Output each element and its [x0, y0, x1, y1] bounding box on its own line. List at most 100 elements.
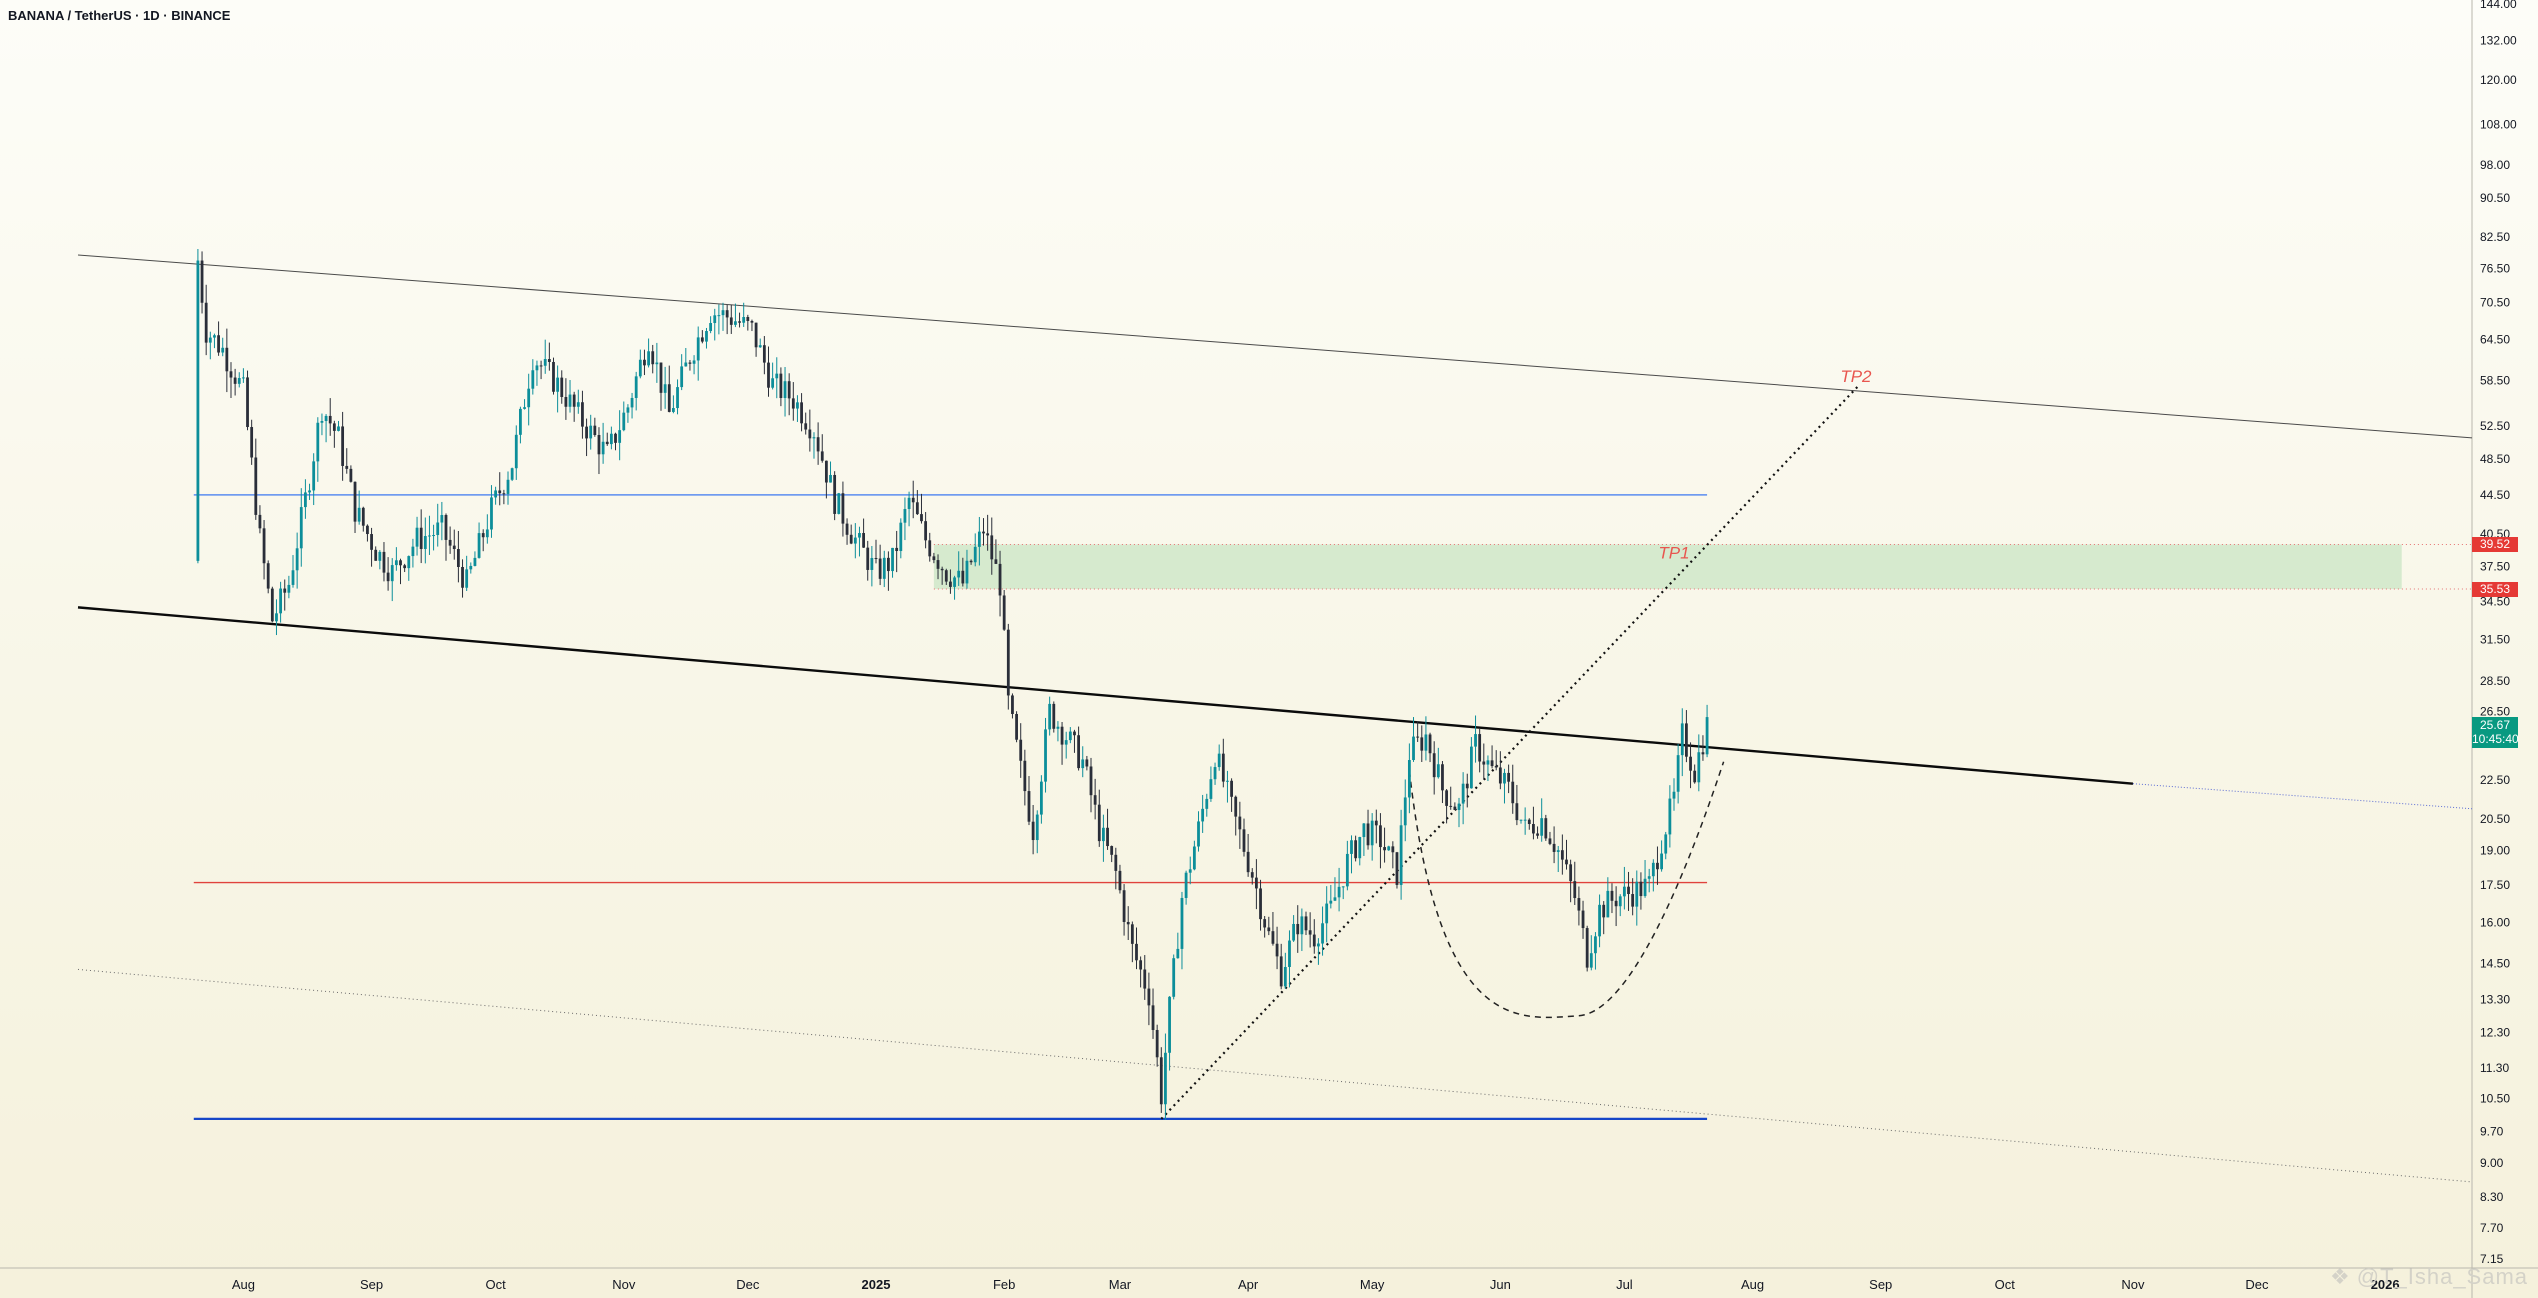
candle-body	[552, 361, 555, 392]
candle-body	[651, 351, 655, 365]
candle-body	[671, 408, 675, 412]
candle-body	[366, 525, 369, 535]
candle-body	[812, 437, 816, 439]
candle-body	[1581, 910, 1585, 929]
candle-body	[717, 315, 721, 317]
zone-high-tag: 39.52	[2472, 537, 2518, 553]
candle-body	[1288, 940, 1291, 967]
candle-body	[696, 337, 700, 361]
candle-body	[1337, 886, 1341, 898]
candle-body	[485, 529, 489, 538]
y-tick-label: 20.50	[2480, 812, 2510, 826]
candle-body	[618, 430, 622, 443]
candle-body	[473, 557, 477, 566]
neckline-extension	[2132, 783, 2473, 810]
candle-body	[196, 260, 200, 561]
y-tick-label: 10.50	[2480, 1092, 2510, 1106]
annotation-tp2: TP2	[1840, 367, 1872, 386]
x-tick-label: Sep	[1869, 1277, 1892, 1292]
candle-body	[469, 565, 473, 570]
candle-body	[1267, 927, 1271, 932]
candle-body	[1246, 851, 1250, 873]
candle-body	[514, 434, 518, 469]
candle-body	[361, 507, 365, 526]
candle-body	[1259, 888, 1262, 920]
candle-body	[1110, 846, 1114, 855]
candle-body	[1407, 760, 1411, 798]
y-tick-label: 31.50	[2480, 632, 2510, 646]
last-price-label: 25.67	[2479, 717, 2511, 732]
x-tick-label: Jul	[1616, 1277, 1633, 1292]
candle-body	[275, 613, 278, 622]
candle-body	[279, 588, 283, 614]
candle-body	[816, 437, 820, 452]
candle-body	[444, 515, 448, 540]
candle-body	[957, 570, 961, 578]
candle-body	[1031, 821, 1035, 841]
y-tick-label: 9.00	[2480, 1156, 2504, 1170]
y-tick-label: 108.00	[2480, 117, 2517, 131]
candle-body	[1068, 731, 1072, 741]
candle-body	[564, 397, 568, 407]
candle-body	[965, 560, 969, 584]
candle-body	[543, 359, 547, 366]
zone-high-label: 39.52	[2479, 537, 2511, 552]
candle-body	[862, 533, 865, 548]
symbol-title: BANANA / TetherUS · 1D · BINANCE	[8, 8, 231, 23]
y-tick-label: 44.50	[2480, 488, 2510, 502]
last-price-tag: 25.67 10:45:40	[2472, 716, 2519, 748]
candle-body	[1643, 878, 1647, 897]
candle-body	[725, 310, 729, 318]
candle-body	[407, 556, 411, 569]
candle-body	[1668, 798, 1672, 835]
candle-body	[887, 557, 890, 572]
candle-body	[390, 565, 394, 582]
candle-body	[370, 534, 373, 550]
candle-body	[1622, 886, 1626, 897]
candle-body	[1362, 823, 1366, 838]
y-tick-label: 90.50	[2480, 191, 2510, 205]
candle-body	[345, 465, 349, 469]
candle-body	[332, 423, 336, 431]
y-tick-label: 17.50	[2480, 878, 2510, 892]
candle-body	[270, 588, 274, 622]
y-tick-label: 34.50	[2480, 594, 2510, 608]
candle-body	[1188, 869, 1192, 873]
candle-body	[1159, 1057, 1163, 1105]
candle-body	[721, 310, 725, 316]
candle-body	[423, 536, 427, 549]
candle-body	[1039, 781, 1043, 815]
candle-body	[1321, 923, 1324, 944]
candle-body	[556, 377, 560, 392]
candle-body	[1457, 803, 1461, 810]
candle-body	[1693, 770, 1697, 783]
candle-body	[576, 402, 580, 407]
candle-body	[1689, 756, 1692, 771]
candle-body	[1656, 862, 1659, 870]
candle-body	[299, 507, 303, 549]
candle-body	[767, 362, 770, 388]
candle-body	[1527, 819, 1531, 824]
candle-body	[1705, 717, 1709, 755]
x-tick-label: Dec	[736, 1277, 760, 1292]
candle-body	[316, 422, 320, 462]
candle-body	[953, 577, 956, 587]
candle-body	[845, 523, 849, 535]
candle-body	[1507, 772, 1511, 782]
candle-body	[428, 535, 431, 537]
x-tick-label: May	[1360, 1277, 1385, 1292]
candle-body	[1002, 595, 1006, 630]
candle-body	[266, 563, 270, 589]
candle-body	[1391, 846, 1395, 853]
candle-body	[386, 572, 390, 582]
y-tick-label: 22.50	[2480, 773, 2510, 787]
candle-body	[849, 534, 853, 544]
candle-body	[1296, 923, 1300, 935]
candle-body	[750, 320, 754, 323]
candle-body	[762, 345, 766, 363]
author-watermark: ❖ @T_Isha_Sama	[2330, 1264, 2528, 1290]
candle-body	[1242, 829, 1246, 852]
candle-body	[200, 260, 204, 303]
